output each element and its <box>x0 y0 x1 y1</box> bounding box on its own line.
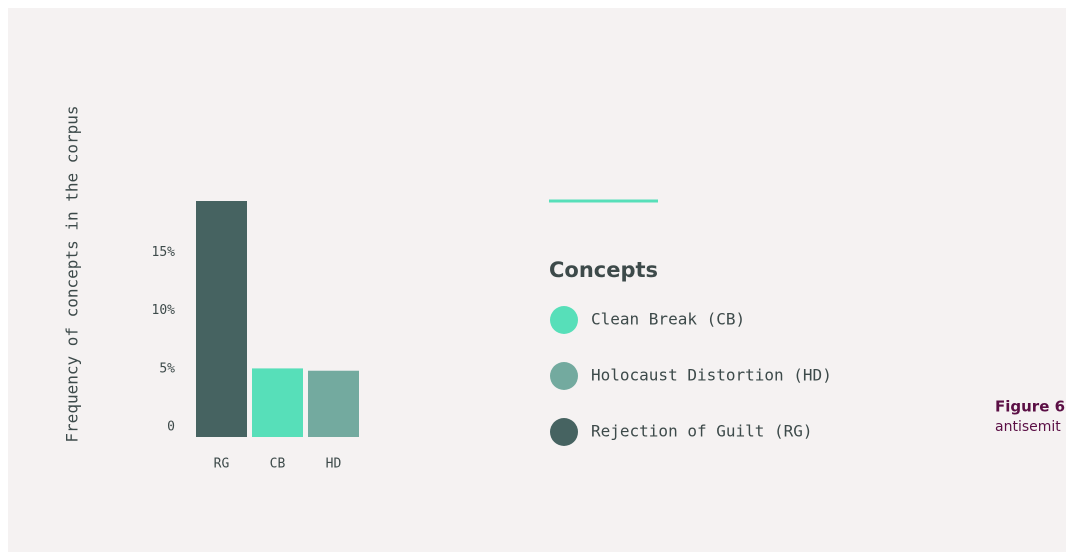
bar <box>308 370 359 437</box>
legend-swatch <box>550 362 578 390</box>
x-tick-label: CB <box>270 457 286 472</box>
x-tick-label: RG <box>214 457 230 472</box>
caption-text: antisemit <box>995 419 1061 435</box>
bar <box>196 201 247 437</box>
legend-swatch <box>550 418 578 446</box>
legend-swatch <box>550 306 578 334</box>
legend-label: Clean Break (CB) <box>591 310 745 329</box>
legend-label: Holocaust Distortion (HD) <box>591 366 832 385</box>
x-tick-label: HD <box>326 457 342 472</box>
bar <box>252 368 303 437</box>
y-tick-label: 5% <box>159 361 175 376</box>
panel <box>8 8 1066 552</box>
y-tick-label: 0 <box>167 420 175 435</box>
y-tick-label: 10% <box>152 303 176 318</box>
y-axis-label: Frequency of concepts in the corpus <box>63 105 82 442</box>
y-tick-label: 15% <box>152 245 176 260</box>
legend-title: Concepts <box>549 258 658 282</box>
legend-label: Rejection of Guilt (RG) <box>591 422 813 441</box>
caption-title: Figure 6 <box>995 398 1065 416</box>
